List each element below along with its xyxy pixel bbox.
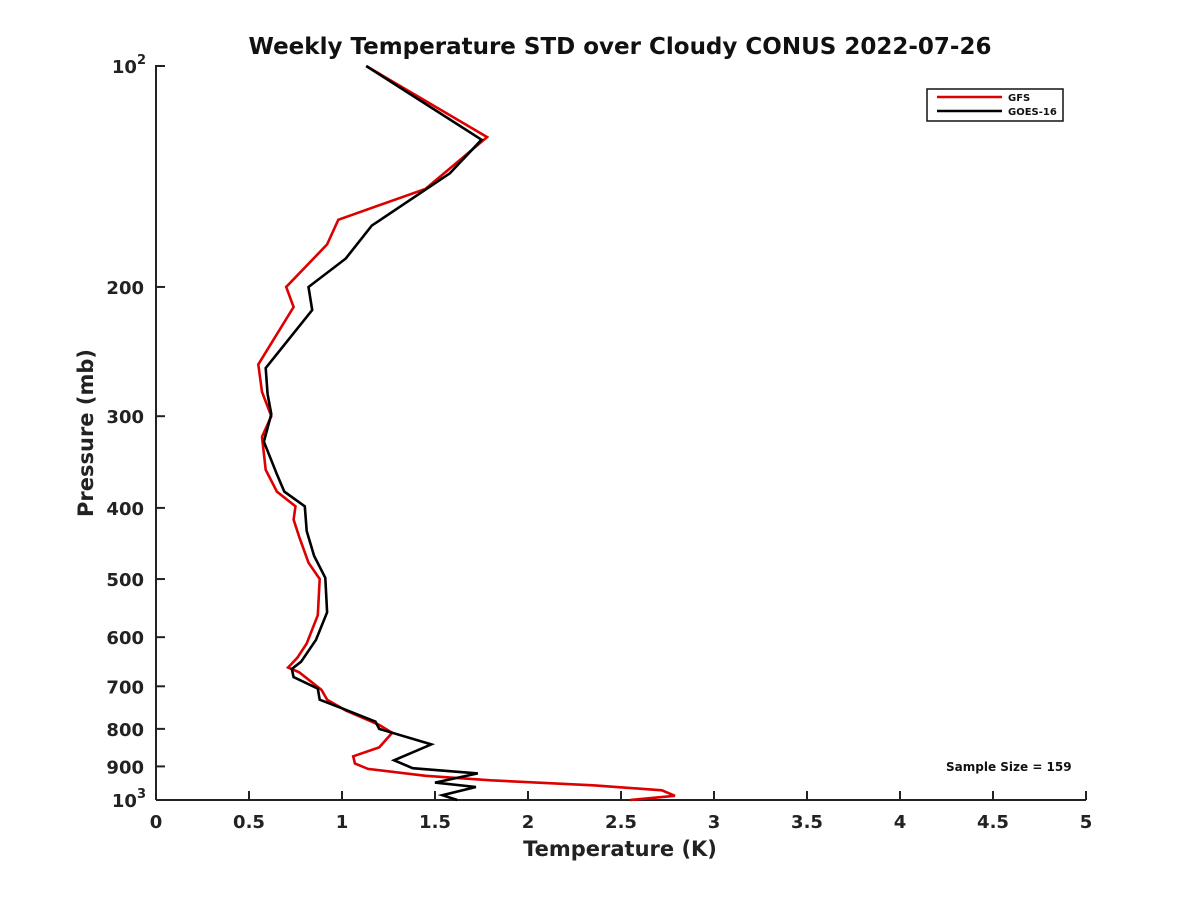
series-line-goes-16	[262, 64, 484, 802]
x-tick-label: 1.5	[419, 812, 451, 833]
legend-label-gfs: GFS	[1008, 93, 1030, 104]
x-tick-label: 2	[522, 812, 535, 833]
y-tick-label: 600	[106, 628, 144, 649]
legend-label-goes16: GOES-16	[1008, 107, 1057, 118]
x-tick-label: 3	[708, 812, 721, 833]
legend-box	[926, 88, 1064, 122]
x-tick-label: 2.5	[605, 812, 637, 833]
y-tick-label-exponent: 2	[137, 53, 146, 68]
y-tick-label: 700	[106, 677, 144, 698]
x-tick-label: 5	[1080, 812, 1093, 833]
y-tick-label-base: 10	[112, 57, 137, 78]
y-tick-label: 900	[106, 757, 144, 778]
y-tick-label: 800	[106, 720, 144, 741]
x-tick-label: 4.5	[977, 812, 1009, 833]
y-tick-label: 102	[112, 53, 146, 78]
legend: GFS GOES-16	[926, 88, 1064, 122]
y-axis-label: Pressure (mb)	[74, 349, 98, 517]
sample-size-annotation: Sample Size = 159	[946, 760, 1072, 774]
plot-area: 0 0.5 1 1.5 2 2.5 3 3.5 4 4.5 51022003004005006007…	[106, 53, 1092, 833]
x-tick-label: 4	[894, 812, 907, 833]
x-tick-label: 3.5	[791, 812, 823, 833]
y-tick-label-base: 10	[112, 791, 137, 812]
x-tick-label: 0.5	[233, 812, 265, 833]
y-tick-label: 103	[112, 787, 146, 812]
y-tick-label: 400	[106, 499, 144, 520]
y-tick-label-exponent: 3	[137, 787, 146, 802]
x-tick-label: 1	[336, 812, 349, 833]
chart-title: Weekly Temperature STD over Cloudy CONUS…	[249, 34, 992, 60]
x-axis-label: Temperature (K)	[523, 837, 717, 861]
y-tick-label: 500	[106, 570, 144, 591]
series-line-gfs	[256, 64, 676, 802]
x-tick-label: 0	[150, 812, 163, 833]
y-tick-label: 300	[106, 407, 144, 428]
y-tick-label: 200	[106, 278, 144, 299]
